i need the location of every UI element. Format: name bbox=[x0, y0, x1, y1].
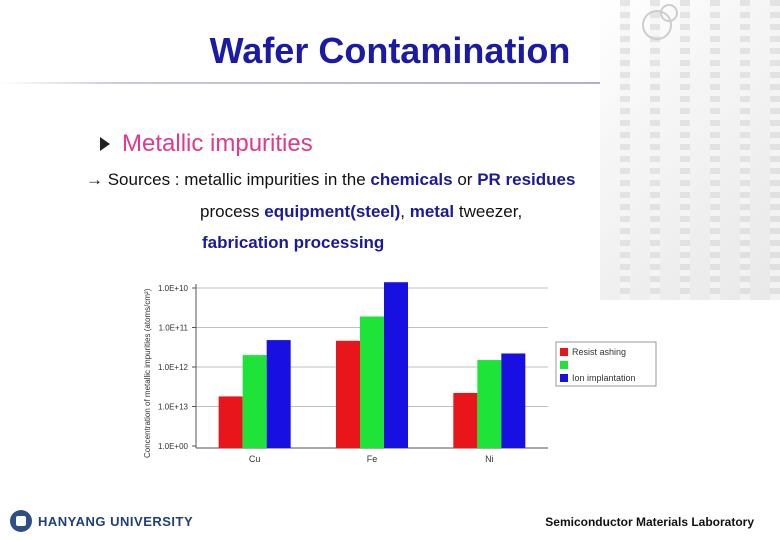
title-divider bbox=[0, 82, 600, 84]
bullet-heading: Metallic impurities bbox=[100, 130, 313, 158]
university-logo-block: HANYANG UNIVERSITY bbox=[10, 510, 193, 532]
y-axis-label: Concentration of metallic impurities (at… bbox=[143, 288, 152, 458]
fabrication-processing-text: fabrication processing bbox=[202, 233, 385, 252]
sources-line-2: process equipment(steel), metal tweezer, bbox=[200, 202, 522, 222]
bar-cu-1 bbox=[242, 355, 267, 448]
bar-cu-2 bbox=[266, 340, 291, 448]
lab-name: Semiconductor Materials Laboratory bbox=[545, 515, 754, 529]
slide-title: Wafer Contamination bbox=[209, 30, 571, 71]
or-text: or bbox=[452, 170, 478, 189]
chart-labels: 1.0E+10 1.0E+11 1.0E+12 1.0E+13 1.0E+00 Conce… bbox=[143, 284, 494, 464]
y-tick-label: 1.0E+13 bbox=[158, 403, 189, 412]
x-tick-label: Fe bbox=[367, 454, 378, 464]
bar-ni-0 bbox=[453, 392, 478, 448]
x-tick-label: Cu bbox=[249, 454, 261, 464]
arrow-icon: → bbox=[86, 170, 103, 189]
decorative-pattern bbox=[600, 0, 780, 300]
legend-label: Ion implantation bbox=[572, 373, 636, 383]
chart-legend: Resist ashing Ion implantation bbox=[555, 341, 657, 387]
y-tick-label: 1.0E+10 bbox=[158, 284, 189, 293]
legend-swatch bbox=[560, 348, 568, 356]
equipment-text: equipment(steel) bbox=[264, 202, 401, 221]
legend-swatch bbox=[560, 361, 568, 369]
university-name: HANYANG UNIVERSITY bbox=[38, 513, 194, 529]
hanyang-logo-icon bbox=[10, 510, 32, 532]
bullet-text: Metallic impurities bbox=[122, 130, 313, 157]
chemicals-text: chemicals bbox=[370, 170, 453, 189]
bar-fe-1 bbox=[360, 316, 384, 448]
sources-line: → Sources : metallic impurities in the c… bbox=[86, 170, 575, 190]
bar-ni-2 bbox=[501, 353, 526, 448]
y-tick-label: 1.0E+12 bbox=[158, 363, 189, 372]
chart-bars bbox=[218, 282, 526, 448]
legend-label: Resist ashing bbox=[572, 347, 626, 357]
line2-prefix: process bbox=[200, 202, 265, 221]
bar-cu-0 bbox=[218, 396, 243, 448]
metal-text: metal bbox=[409, 202, 455, 221]
y-tick-label: 1.0E+11 bbox=[159, 324, 189, 333]
legend-box bbox=[555, 341, 657, 387]
triangle-bullet-icon bbox=[100, 137, 110, 151]
sources-prefix: Sources : metallic impurities in the bbox=[103, 170, 371, 189]
pr-residues-text: PR residues bbox=[477, 170, 576, 189]
x-tick-label: Ni bbox=[485, 454, 494, 464]
bar-fe-2 bbox=[384, 282, 408, 448]
contamination-bar-chart: 1.0E+10 1.0E+11 1.0E+12 1.0E+13 1.0E+00 Conce… bbox=[143, 282, 657, 464]
bar-ni-1 bbox=[477, 360, 502, 448]
y-tick-label: 1.0E+00 bbox=[158, 442, 189, 451]
tweezer-text: tweezer, bbox=[454, 202, 523, 221]
legend-swatch bbox=[560, 374, 568, 382]
bar-fe-0 bbox=[336, 340, 360, 448]
line2-sep: , bbox=[400, 202, 410, 221]
